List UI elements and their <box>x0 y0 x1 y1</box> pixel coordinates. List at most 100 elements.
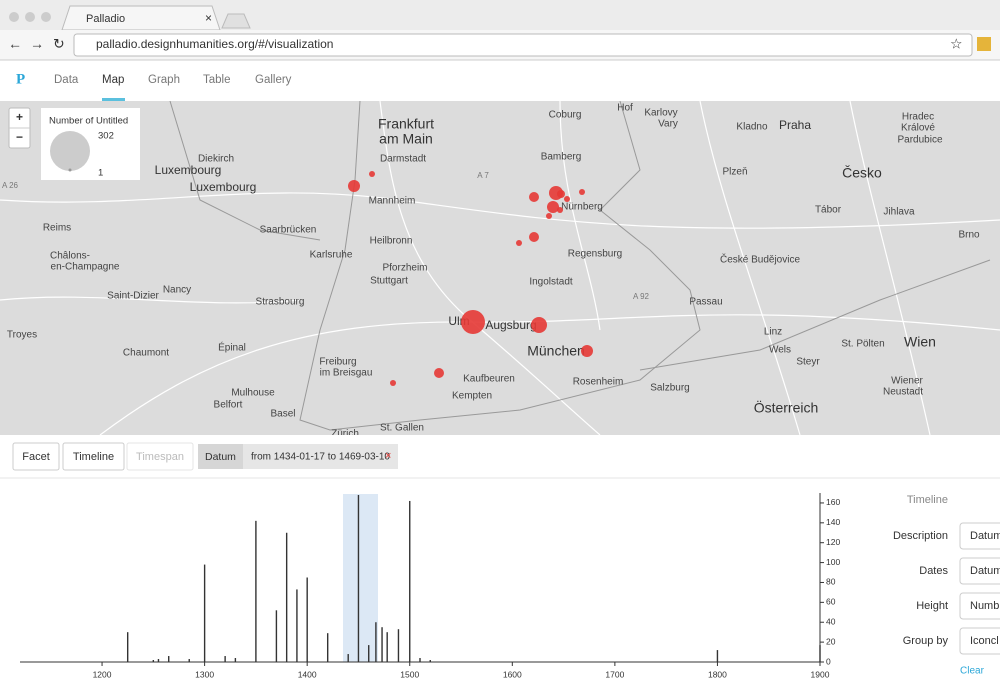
map-label: en-Champagne <box>51 262 120 273</box>
map-label: Karlsruhe <box>310 250 353 261</box>
map-label: Praha <box>779 118 811 132</box>
bar <box>357 494 360 662</box>
map-label: A 92 <box>633 292 650 301</box>
extension-icon[interactable] <box>977 37 991 51</box>
legend-circle <box>50 131 90 171</box>
bar <box>326 633 329 662</box>
address-bar[interactable] <box>73 33 973 57</box>
bar <box>126 632 129 662</box>
logo[interactable]: P <box>16 71 25 87</box>
bar <box>275 610 278 662</box>
field-input[interactable] <box>959 627 1000 655</box>
map-label: Ingolstadt <box>529 277 573 288</box>
field-value: Numb <box>970 600 999 612</box>
button[interactable] <box>126 442 194 471</box>
map-label: Nürnberg <box>561 202 603 213</box>
x-tick-label: 1800 <box>708 669 727 679</box>
field-input[interactable] <box>959 522 1000 550</box>
map-label: Neustadt <box>883 387 923 398</box>
reload[interactable]: ↻ <box>53 36 65 52</box>
bar <box>347 654 349 662</box>
field-input[interactable] <box>959 557 1000 585</box>
map-label: im Breisgau <box>320 368 373 379</box>
map-label: Vary <box>658 119 678 130</box>
map-label: München <box>527 343 585 359</box>
field-input[interactable] <box>959 592 1000 620</box>
y-tick-label: 120 <box>826 537 840 547</box>
bar <box>224 656 226 662</box>
button[interactable] <box>12 442 60 471</box>
filter-name: Datum <box>205 451 236 463</box>
map-label: Karlovy <box>644 108 677 119</box>
map-label: Reims <box>43 223 71 234</box>
button[interactable] <box>62 442 125 471</box>
filter-name-bg <box>198 444 243 469</box>
map-label: Darmstadt <box>380 154 426 165</box>
field-label: Group by <box>903 635 949 647</box>
map-label: Wiener <box>891 376 923 387</box>
bookmark[interactable]: ☆ <box>950 36 963 52</box>
filter-remove[interactable]: × <box>385 450 391 462</box>
map-label: am Main <box>379 131 433 147</box>
map-label: Tábor <box>815 205 842 216</box>
bar <box>819 645 821 662</box>
map-label: Kladno <box>736 122 768 133</box>
map-label: Stuttgart <box>370 276 408 287</box>
nav-item[interactable]: Table <box>203 74 231 86</box>
legend-max: 302 <box>98 131 114 142</box>
map-label: A 7 <box>477 171 489 180</box>
nav-item[interactable]: Gallery <box>255 74 292 86</box>
map-label: Österreich <box>754 399 819 416</box>
field-label: Description <box>893 530 948 542</box>
field-value: Datum <box>970 565 1000 577</box>
map-label: Kempten <box>452 391 492 402</box>
map-label: Hradec <box>902 112 934 123</box>
button-label[interactable]: Timeline <box>73 451 114 463</box>
clear-link[interactable]: Clear <box>960 666 985 677</box>
legend-circle <box>68 168 72 172</box>
map-label: České Budějovice <box>720 253 800 266</box>
map-label: A 26 <box>2 181 19 190</box>
legend-title: Number of Untitled <box>49 116 128 127</box>
x-tick-label: 1600 <box>503 669 522 679</box>
map-label: Jihlava <box>883 207 915 218</box>
filter-range: from 1434-01-17 to 1469-03-10 <box>251 452 390 463</box>
window-button[interactable] <box>9 12 19 22</box>
bar <box>152 660 155 662</box>
zoom-in[interactable]: + <box>16 110 23 124</box>
map-label: Chaumont <box>123 348 169 359</box>
window-button[interactable] <box>41 12 51 22</box>
window-button[interactable] <box>25 12 35 22</box>
tab-close[interactable]: × <box>205 11 212 25</box>
settings-heading: Timeline <box>907 494 948 506</box>
button-label[interactable]: Timespan <box>136 451 184 463</box>
bar <box>397 629 400 662</box>
nav-item[interactable]: Graph <box>148 74 180 86</box>
zoom-out[interactable]: − <box>16 130 23 144</box>
field-label: Height <box>916 600 948 612</box>
nav-item[interactable]: Map <box>102 74 124 86</box>
map-label: Luxembourg <box>190 180 257 194</box>
map-label: Freiburg <box>319 357 356 368</box>
map[interactable] <box>0 101 1000 435</box>
map-label: Mulhouse <box>231 388 275 399</box>
map-label: Nancy <box>163 285 191 296</box>
map-label: Châlons- <box>50 251 90 262</box>
forward[interactable]: → <box>30 36 44 52</box>
map-label: Plzeň <box>722 167 747 178</box>
y-tick-label: 20 <box>826 636 836 646</box>
map-label: St. Pölten <box>841 339 884 350</box>
bar <box>234 658 237 662</box>
map-label: Wien <box>904 334 936 350</box>
map-label: Troyes <box>7 330 37 341</box>
nav-item[interactable]: Data <box>54 74 79 86</box>
bar <box>409 500 411 662</box>
bar <box>381 627 383 662</box>
new-tab[interactable] <box>221 13 251 29</box>
map-label: Bamberg <box>541 152 582 163</box>
brush[interactable] <box>343 494 378 662</box>
back[interactable]: ← <box>8 36 22 52</box>
bar <box>375 622 377 662</box>
button-label[interactable]: Facet <box>22 451 50 463</box>
map-label: Frankfurt <box>378 116 434 132</box>
